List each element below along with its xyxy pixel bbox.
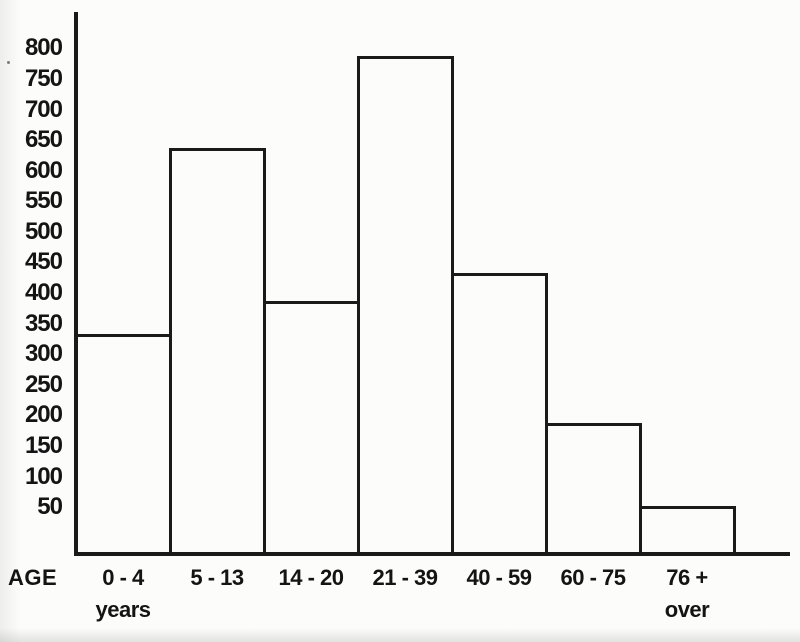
- y-tick-label: 300: [24, 340, 63, 368]
- bar-side-line: [638, 423, 642, 556]
- scan-speck: [7, 61, 10, 64]
- y-tick-label: 100: [24, 462, 63, 490]
- x-axis-line: [74, 552, 790, 556]
- y-tick-label: 650: [24, 126, 63, 154]
- x-category-label: 21 - 39: [372, 565, 439, 590]
- x-category-label: 40 - 59: [466, 565, 533, 590]
- bar-side-line: [356, 56, 360, 556]
- y-tick-label: 150: [24, 431, 63, 459]
- y-tick-label: 600: [24, 156, 63, 184]
- bar-top-line: [638, 505, 736, 509]
- y-tick-label: 700: [24, 95, 63, 123]
- bar-side-line: [732, 505, 736, 556]
- y-tick-label: 400: [24, 279, 63, 306]
- y-tick-label: 200: [24, 401, 63, 429]
- y-tick-label: 450: [24, 248, 63, 276]
- bar-top-line: [74, 334, 172, 338]
- bar-top-line: [168, 147, 266, 151]
- y-tick-label: 800: [24, 34, 63, 62]
- bar-side-line: [168, 147, 172, 556]
- x-category-sublabel: years: [95, 597, 151, 622]
- x-category-label: 14 - 20: [278, 565, 345, 590]
- y-axis-line: [74, 12, 78, 556]
- bar-side-line: [262, 147, 266, 556]
- x-category-sublabel: over: [664, 597, 710, 622]
- y-tick-label: 550: [24, 187, 63, 215]
- y-tick-label: 750: [24, 65, 63, 92]
- bar-side-line: [450, 56, 454, 556]
- x-category-label: 76 +: [666, 565, 708, 590]
- bar-top-line: [356, 56, 454, 60]
- bar-side-line: [544, 273, 548, 556]
- y-tick-label: 50: [37, 493, 63, 520]
- y-tick-label: 350: [24, 309, 63, 337]
- y-tick-label: 250: [24, 370, 63, 398]
- x-category-label: 0 - 4: [102, 565, 144, 590]
- x-category-label: 5 - 13: [190, 565, 244, 590]
- bar-top-line: [262, 300, 360, 304]
- x-axis-title: AGE: [8, 565, 58, 590]
- bar-top-line: [450, 273, 548, 277]
- x-category-label: 60 - 75: [560, 565, 627, 590]
- bar-top-line: [544, 423, 642, 426]
- scan-edge-shading-bottom: [0, 628, 800, 642]
- y-tick-label: 500: [24, 217, 63, 245]
